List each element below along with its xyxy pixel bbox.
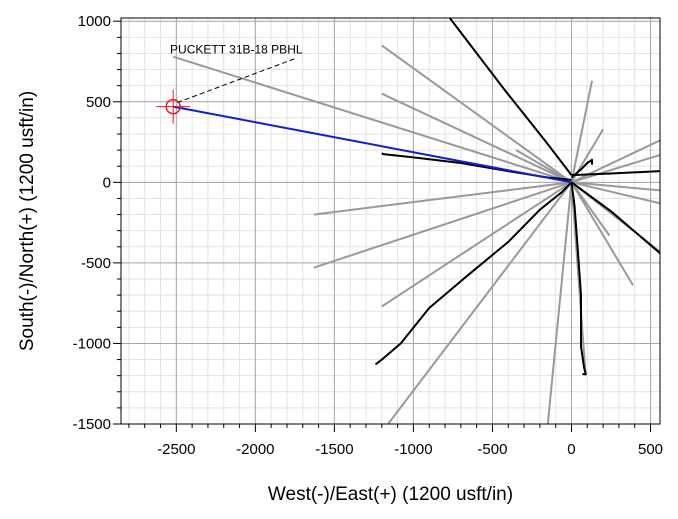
x-axis-title: West(-)/East(+) (1200 usft/in)	[268, 484, 513, 505]
y-tick-label: 0	[103, 174, 111, 191]
y-axis-ticks: 1000 500 0 -500 -1000 -1500	[73, 13, 121, 433]
offset-plan-line	[570, 80, 593, 183]
offset-actual-line	[570, 158, 593, 179]
offset-plan-lines	[172, 44, 660, 424]
offset-actual-line	[570, 181, 660, 254]
grid-major	[121, 18, 660, 425]
y-tick-label: -500	[81, 255, 111, 272]
x-tick-label: -2500	[157, 441, 195, 458]
planned-wellpath-line	[173, 105, 572, 184]
offset-plan-line	[515, 149, 573, 184]
offset-actual-line	[449, 18, 573, 176]
y-tick-label: -1000	[73, 335, 111, 352]
x-tick-label: -2000	[236, 441, 274, 458]
offset-actual-lines	[374, 18, 660, 376]
offset-plan-line	[381, 181, 573, 308]
offset-plan-line	[571, 181, 660, 205]
offset-plan-line	[313, 181, 572, 216]
x-tick-label: 500	[638, 441, 663, 458]
offset-plan-line	[570, 182, 587, 376]
offset-plan-line	[381, 92, 572, 184]
y-tick-label: 1000	[78, 13, 111, 30]
offset-plan-line	[571, 153, 660, 184]
offset-actual-line	[571, 170, 660, 177]
y-tick-label: 500	[86, 94, 111, 111]
offset-plan-line	[570, 181, 611, 237]
x-tick-label: -500	[477, 441, 507, 458]
x-tick-label: -1000	[394, 441, 432, 458]
offset-plan-line	[546, 182, 573, 424]
offset-actual-line	[374, 181, 573, 366]
x-tick-label: 0	[567, 441, 575, 458]
y-tick-label: -1500	[73, 416, 111, 433]
offset-actual-line	[570, 182, 587, 376]
offset-plan-line	[381, 44, 573, 184]
target-leader-line	[176, 58, 296, 104]
x-axis-ticks: -2500 -2000 -1500 -1000 -500 0 500	[128, 424, 663, 458]
offset-plan-line	[570, 181, 634, 286]
y-axis-title: South(-)/North(+) (1200 usft/in)	[17, 91, 38, 351]
target-group: PUCKETT 31B-18 PBHL	[156, 43, 303, 124]
offset-plan-line	[571, 181, 660, 192]
grid-minor	[121, 18, 660, 425]
offset-plan-line	[387, 181, 573, 424]
offset-plan-line	[313, 181, 572, 269]
planned-lines	[173, 105, 572, 184]
target-label: PUCKETT 31B-18 PBHL	[170, 43, 303, 57]
x-tick-label: -1500	[315, 441, 353, 458]
plot-frame	[120, 17, 661, 425]
offset-plan-line	[172, 55, 572, 184]
